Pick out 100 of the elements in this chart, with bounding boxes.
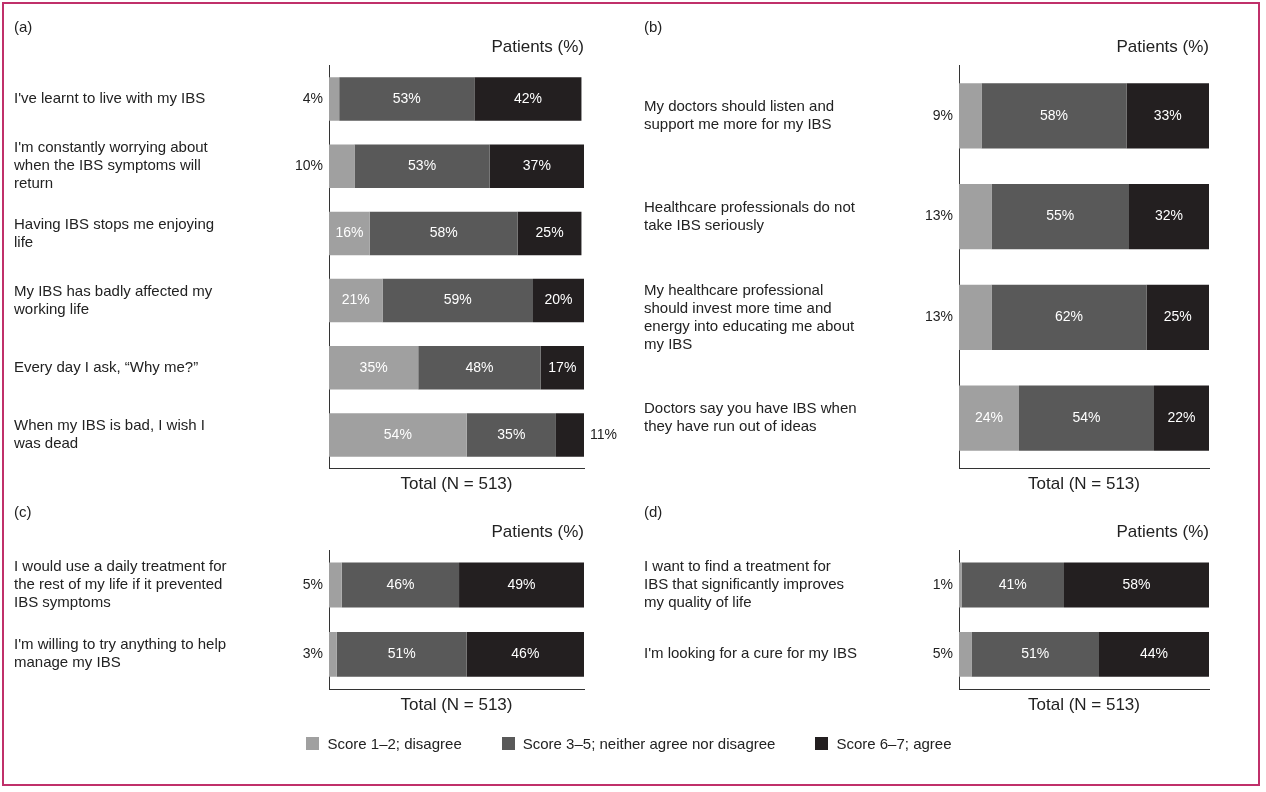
bar bbox=[991, 183, 1129, 250]
data-label: 4% bbox=[302, 89, 323, 106]
bar bbox=[329, 278, 383, 323]
x-axis-title: Total (N = 513) bbox=[1028, 694, 1140, 714]
data-label: 62% bbox=[1054, 308, 1084, 325]
data-label: 5% bbox=[302, 575, 323, 592]
data-label: 10% bbox=[294, 157, 323, 174]
bar bbox=[991, 284, 1147, 351]
x-axis-title: Total (N = 513) bbox=[400, 474, 513, 494]
bar bbox=[329, 211, 370, 256]
y-tick-label: My healthcare professional should invest more time and energy into educating me about my IBS bbox=[644, 280, 855, 352]
bar bbox=[971, 631, 1099, 677]
bar bbox=[329, 413, 467, 457]
text: (c) bbox=[14, 503, 32, 521]
y-tick-label: I'm looking for a cure for my IBS bbox=[644, 644, 857, 662]
legend-label: Score 3–5; neither agree nor disagree bbox=[522, 735, 776, 752]
bar bbox=[329, 562, 342, 608]
bar bbox=[1146, 284, 1209, 351]
data-label: 33% bbox=[1153, 106, 1182, 123]
bar bbox=[336, 631, 467, 677]
data-label: 25% bbox=[535, 224, 564, 241]
bar bbox=[489, 144, 584, 188]
y-tick-label: My IBS has badly affected my working life bbox=[13, 281, 213, 317]
data-label: 37% bbox=[522, 157, 551, 174]
bar bbox=[555, 413, 584, 457]
data-label: 58% bbox=[429, 224, 458, 241]
bar bbox=[1099, 631, 1209, 677]
x-axis-title: Total (N = 513) bbox=[1028, 474, 1140, 494]
bar bbox=[1019, 385, 1154, 451]
data-label: 13% bbox=[924, 207, 953, 224]
y-tick-label: I would use a daily treatment for the rest of my life if it prevented IBS symptoms bbox=[14, 557, 227, 611]
bar bbox=[959, 83, 982, 149]
data-label: 58% bbox=[1039, 106, 1069, 123]
data-label: 3% bbox=[302, 645, 323, 662]
x-axis-title: Total (N = 513) bbox=[400, 694, 513, 714]
data-label: 55% bbox=[1046, 207, 1075, 224]
y-tick-label: I'm constantly worrying about when the IBS symptoms will return bbox=[13, 138, 209, 192]
bar bbox=[354, 144, 490, 188]
bar bbox=[959, 631, 972, 677]
bar bbox=[382, 278, 533, 323]
data-label: 46% bbox=[511, 645, 540, 662]
data-label: 16% bbox=[335, 224, 364, 241]
legend-label: Score 6–7; agree bbox=[836, 735, 952, 752]
y-tick-label: Healthcare professionals do not take IBS seriously bbox=[644, 197, 856, 233]
data-label: 54% bbox=[383, 425, 412, 442]
data-label: 51% bbox=[1021, 645, 1050, 662]
data-label: 51% bbox=[387, 645, 416, 662]
data-label: 13% bbox=[924, 308, 953, 325]
bar bbox=[329, 77, 340, 121]
chart-subtitle: Patients (%) bbox=[491, 36, 584, 56]
bar bbox=[981, 83, 1127, 149]
bar bbox=[329, 631, 337, 677]
bar bbox=[959, 562, 962, 608]
y-tick-label: My doctors should listen and support me more for my IBS bbox=[644, 96, 835, 132]
bar bbox=[1154, 385, 1209, 451]
bar bbox=[466, 631, 584, 677]
y-tick-label: Doctors say you have IBS when they have run out of ideas bbox=[644, 399, 857, 435]
bar bbox=[339, 77, 475, 121]
bar bbox=[369, 211, 518, 256]
data-label: 58% bbox=[1122, 575, 1151, 592]
data-label: 41% bbox=[998, 575, 1027, 592]
data-label: 11% bbox=[590, 425, 617, 442]
data-label: 46% bbox=[386, 575, 415, 592]
bar bbox=[466, 413, 556, 457]
bar bbox=[1129, 183, 1209, 250]
bar bbox=[533, 278, 584, 323]
data-label: 35% bbox=[497, 425, 526, 442]
data-label: 44% bbox=[1139, 645, 1169, 662]
data-label: 22% bbox=[1167, 409, 1196, 426]
chart-subtitle: Patients (%) bbox=[1116, 36, 1209, 56]
data-label: 59% bbox=[443, 291, 472, 308]
data-label: 20% bbox=[544, 291, 573, 308]
text: (a) bbox=[14, 18, 33, 36]
y-tick-label: Having IBS stops me enjoying life bbox=[14, 214, 215, 250]
bar bbox=[1064, 562, 1209, 608]
data-label: 5% bbox=[932, 645, 953, 662]
chart-subtitle: Patients (%) bbox=[491, 521, 584, 541]
y-tick-label: Every day I ask, “Why me?” bbox=[14, 357, 199, 375]
y-tick-label: When my IBS is bad, I wish I was dead bbox=[13, 416, 205, 452]
bar bbox=[329, 346, 419, 390]
bar bbox=[959, 183, 992, 250]
data-label: 24% bbox=[974, 409, 1004, 426]
y-tick-label: I'm willing to try anything to help manage my IBS bbox=[14, 635, 227, 671]
data-label: 25% bbox=[1163, 308, 1192, 325]
y-tick-label: I want to find a treatment for IBS that significantly improves my quality of life bbox=[644, 557, 845, 611]
bar bbox=[474, 77, 582, 121]
data-label: 32% bbox=[1154, 207, 1184, 224]
bar bbox=[959, 284, 992, 351]
chart-subtitle: Patients (%) bbox=[1116, 521, 1209, 541]
data-label: 48% bbox=[465, 358, 494, 375]
bar bbox=[329, 144, 355, 188]
data-label: 17% bbox=[548, 358, 577, 375]
legend-label: Score 1–2; disagree bbox=[327, 735, 462, 752]
data-label: 21% bbox=[341, 291, 370, 308]
data-label: 42% bbox=[513, 89, 542, 106]
bar bbox=[959, 385, 1019, 451]
text: (b) bbox=[644, 18, 663, 36]
data-label: 53% bbox=[392, 89, 421, 106]
bar bbox=[961, 562, 1064, 608]
bar bbox=[459, 562, 584, 608]
